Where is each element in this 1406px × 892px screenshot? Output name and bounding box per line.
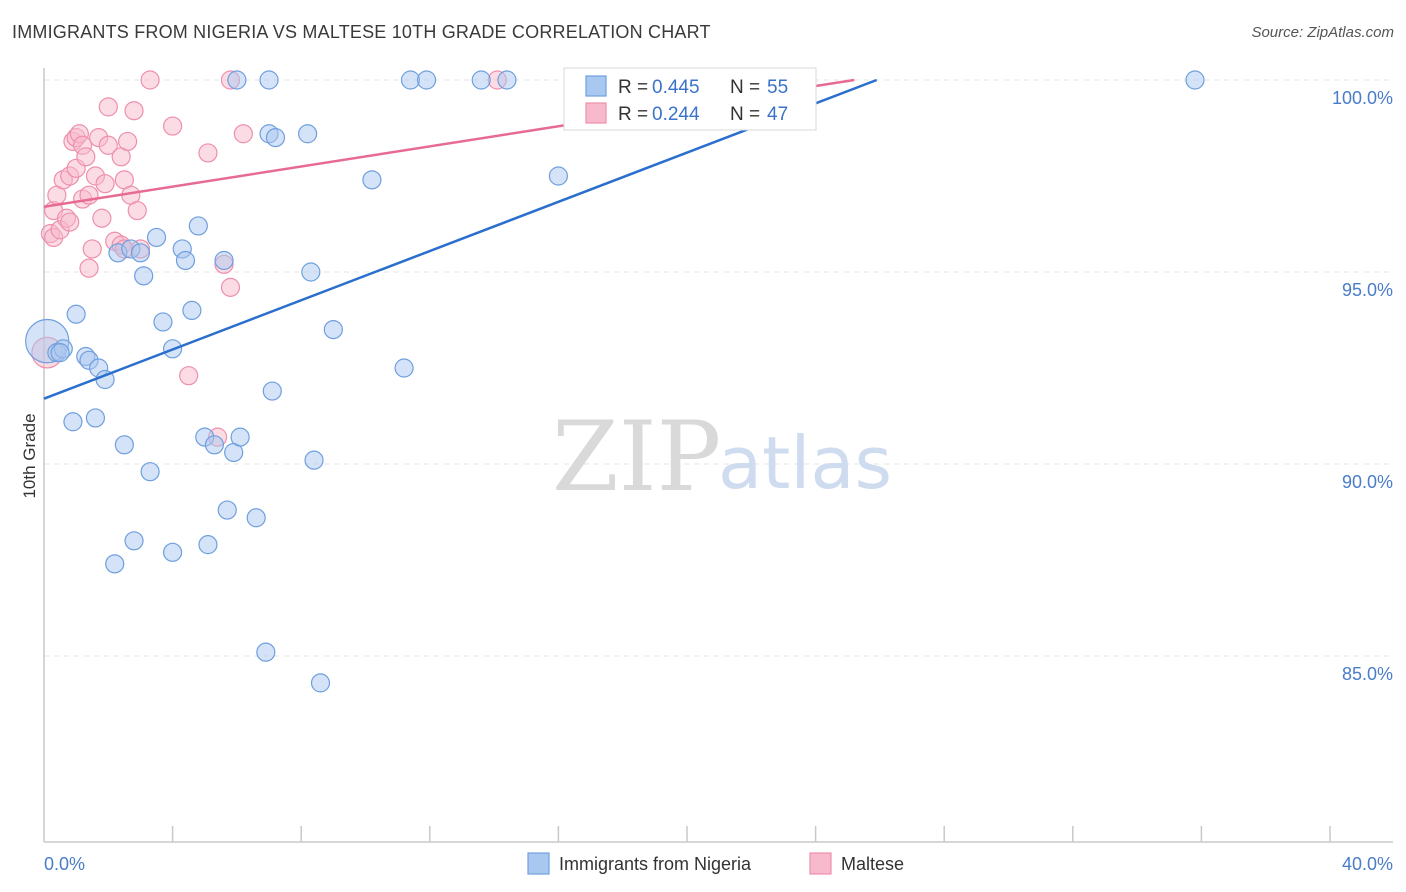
nigeria-point [66, 304, 86, 324]
source-credit: Source: ZipAtlas.com [1251, 24, 1394, 41]
nigeria-point [548, 166, 569, 186]
legend-swatch-maltese [585, 102, 607, 124]
maltese-point [220, 277, 241, 297]
nigeria-point [175, 250, 196, 271]
nigeria-point [198, 535, 218, 555]
maltese-point [124, 101, 144, 121]
stats-legend: R = 0.445 N = 55 R = 0.244 N = 47 [563, 67, 817, 131]
nigeria-point [50, 343, 70, 363]
nigeria-point [204, 435, 224, 455]
bottom-legend: Immigrants from Nigeria Maltese [527, 852, 904, 875]
nigeria-point [163, 542, 183, 562]
maltese-point [82, 239, 102, 259]
maltese-point [198, 143, 218, 163]
bottom-legend-swatch-maltese [809, 852, 832, 875]
y-axis-label: 10th Grade [20, 413, 39, 498]
watermark-zip: ZIP [552, 401, 721, 513]
nigeria-point [140, 462, 160, 482]
chart-title: IMMIGRANTS FROM NIGERIA VS MALTESE 10TH … [12, 22, 711, 42]
y-tick-label: 85.0% [1342, 664, 1393, 684]
maltese-point [117, 131, 138, 152]
nigeria-point [227, 70, 247, 90]
maltese-point [79, 258, 99, 278]
legend-r-value-nigeria: 0.445 [652, 77, 700, 98]
nigeria-point [304, 450, 324, 470]
nigeria-point [394, 358, 414, 378]
maltese-point [60, 212, 80, 232]
nigeria-point [400, 70, 421, 90]
y-tick-label: 90.0% [1342, 472, 1393, 492]
nigeria-point [134, 266, 154, 286]
nigeria-point [130, 243, 151, 263]
maltese-point [179, 366, 199, 386]
legend-r-label-maltese: R = [618, 104, 648, 125]
nigeria-point [214, 250, 234, 271]
bottom-legend-label-maltese: Maltese [841, 854, 904, 874]
legend-swatch-nigeria [585, 75, 607, 97]
maltese-point [98, 97, 118, 117]
legend-n-value-nigeria: 55 [767, 77, 788, 98]
legend-r-value-maltese: 0.244 [652, 104, 700, 125]
legend-n-label-nigeria: N = [730, 77, 760, 98]
nigeria-point [114, 435, 134, 455]
nigeria-points [25, 70, 1205, 693]
legend-n-value-maltese: 47 [767, 104, 788, 125]
nigeria-point [362, 170, 382, 190]
nigeria-point [265, 128, 286, 148]
nigeria-point [323, 320, 343, 340]
nigeria-point [217, 500, 237, 520]
maltese-point [92, 208, 112, 228]
maltese-point [233, 124, 253, 144]
maltese-point [140, 70, 160, 90]
x-tick-label-min: 0.0% [44, 854, 85, 874]
nigeria-point [246, 508, 266, 528]
nigeria-point [105, 554, 125, 574]
bottom-legend-swatch-nigeria [527, 852, 550, 875]
nigeria-point [301, 262, 321, 282]
nigeria-point [230, 427, 250, 447]
watermark: ZIP atlas [552, 401, 892, 513]
nigeria-point [471, 70, 491, 90]
nigeria-point [497, 70, 517, 90]
nigeria-point [85, 408, 106, 428]
bottom-legend-label-nigeria: Immigrants from Nigeria [559, 854, 752, 874]
maltese-point [163, 116, 183, 136]
nigeria-point [262, 381, 282, 401]
nigeria-point [416, 70, 437, 90]
y-tick-labels: 85.0% 90.0% 95.0% 100.0% [1332, 88, 1393, 684]
nigeria-point [259, 70, 279, 90]
nigeria-point [124, 531, 144, 551]
nigeria-point [153, 312, 173, 332]
nigeria-point [182, 300, 202, 320]
legend-n-label-maltese: N = [730, 104, 760, 125]
nigeria-point [1185, 70, 1205, 90]
nigeria-point [256, 642, 276, 662]
gridlines [44, 79, 1393, 657]
nigeria-point [146, 227, 167, 248]
legend-r-label-nigeria: R = [618, 77, 648, 98]
x-axis-ticks [171, 826, 1331, 842]
nigeria-point [188, 216, 208, 236]
nigeria-trendline [43, 78, 878, 400]
maltese-point [95, 174, 115, 194]
nigeria-point [63, 412, 83, 432]
x-tick-label-max: 40.0% [1342, 854, 1393, 874]
maltese-point [127, 200, 147, 221]
y-tick-label: 100.0% [1332, 88, 1393, 108]
nigeria-point [298, 124, 318, 144]
watermark-atlas: atlas [718, 421, 892, 505]
maltese-point [98, 135, 118, 155]
y-tick-label: 95.0% [1342, 280, 1393, 300]
nigeria-point [310, 673, 331, 693]
maltese-point [76, 147, 96, 167]
